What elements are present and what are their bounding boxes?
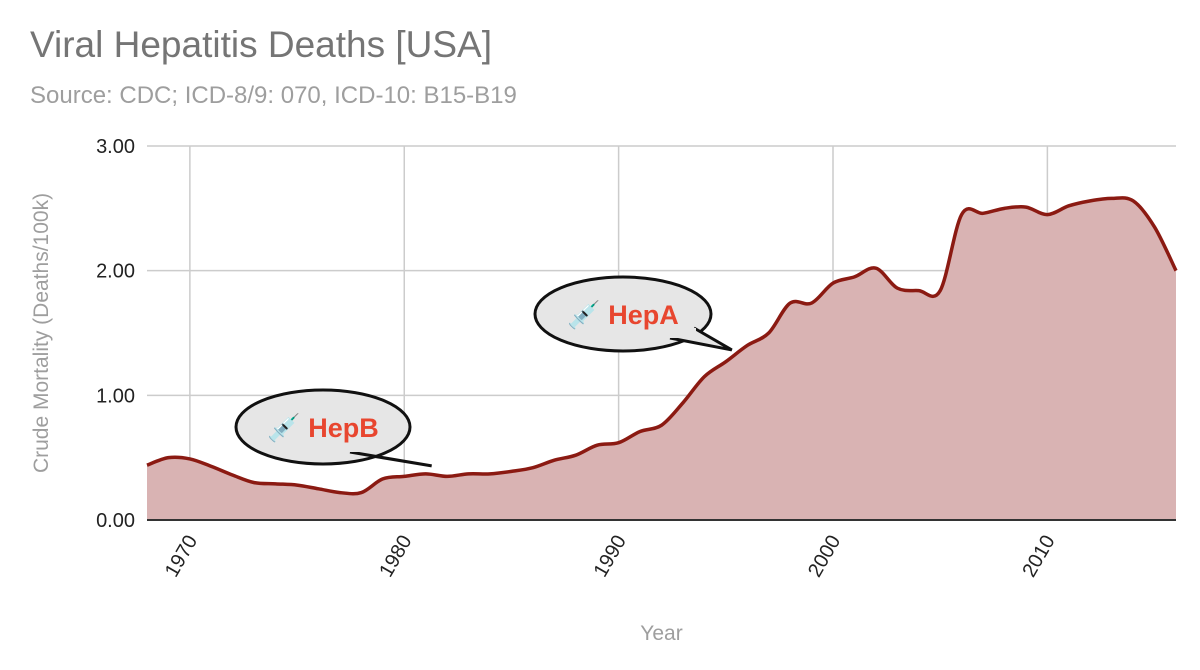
x-tick-label: 1970 xyxy=(161,532,202,582)
x-axis-ticks: 1970 1980 1990 2000 2010 xyxy=(161,532,1060,582)
callout-tail xyxy=(349,450,432,468)
x-tick-label: 2010 xyxy=(1018,532,1059,582)
series-line xyxy=(146,196,1178,496)
y-tick-label: 2.00 xyxy=(96,261,135,283)
x-tick-label: 1980 xyxy=(375,532,416,582)
y-tick-label: 0.00 xyxy=(96,510,135,532)
y-axis-ticks: 0.00 1.00 2.00 3.00 xyxy=(96,136,135,532)
callout-bubble xyxy=(533,275,713,353)
x-axis-title: Year xyxy=(640,622,682,645)
x-tick-label: 1990 xyxy=(590,532,631,582)
y-tick-label: 1.00 xyxy=(96,385,135,407)
chart-subtitle: Source: CDC; ICD-8/9: 070, ICD-10: B15-B… xyxy=(30,82,517,109)
x-tick-label: 2000 xyxy=(804,532,845,582)
plot-area xyxy=(146,196,1178,520)
y-axis-title: Crude Mortality (Deaths/100k) xyxy=(30,193,53,473)
area-fill xyxy=(147,197,1176,520)
callout-label: 💉 HepA xyxy=(567,299,679,330)
y-tick-label: 3.00 xyxy=(96,136,135,158)
annotation-callout: 💉 HepA xyxy=(533,275,733,353)
callout-label: 💉 HepB xyxy=(267,412,379,443)
annotation-callout: 💉 HepB xyxy=(234,388,432,468)
chart-title: Viral Hepatitis Deaths [USA] xyxy=(30,24,493,65)
annotations: 💉 HepB 💉 HepA xyxy=(234,275,733,468)
